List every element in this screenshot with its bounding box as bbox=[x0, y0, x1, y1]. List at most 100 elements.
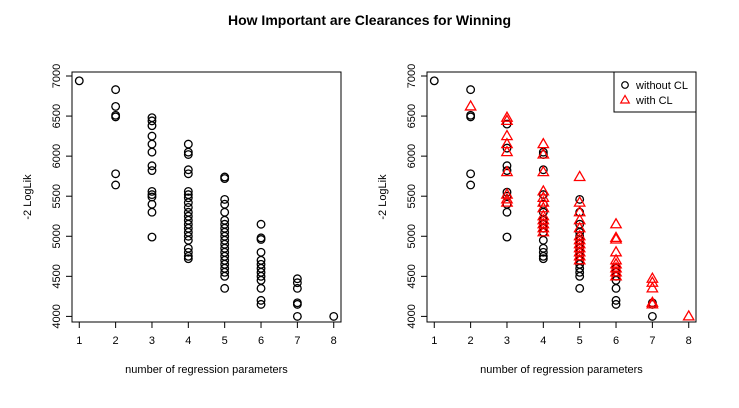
without-cl-point bbox=[538, 251, 548, 261]
x-axis-label: number of regression parameters bbox=[125, 364, 288, 376]
with-cl-point bbox=[536, 165, 550, 177]
with-cl-point bbox=[646, 297, 659, 309]
with-cl-point bbox=[536, 195, 550, 207]
data-point bbox=[183, 198, 193, 208]
with-cl-point bbox=[682, 309, 696, 321]
y-tick-label: 6000 bbox=[406, 144, 418, 168]
with-cl-point bbox=[646, 281, 659, 293]
y-tick-label: 7000 bbox=[51, 64, 63, 88]
data-point bbox=[147, 121, 157, 131]
x-tick-label: 2 bbox=[113, 335, 119, 347]
y-tick-label: 4500 bbox=[51, 264, 63, 288]
y-axis-label: -2 LogLik bbox=[22, 174, 34, 220]
without-cl-point bbox=[575, 267, 585, 277]
y-tick-label: 6000 bbox=[51, 144, 63, 168]
data-point bbox=[147, 232, 157, 242]
x-tick-label: 6 bbox=[258, 335, 264, 347]
data-point bbox=[256, 235, 266, 244]
legend: without CL with CL bbox=[613, 71, 697, 113]
with-cl-point bbox=[464, 99, 477, 111]
data-point bbox=[147, 116, 157, 126]
data-point bbox=[111, 180, 121, 190]
x-tick-label: 5 bbox=[577, 335, 583, 347]
data-point bbox=[292, 299, 302, 309]
legend-circle-icon bbox=[621, 81, 629, 89]
data-point bbox=[183, 231, 193, 241]
with-cl-point bbox=[609, 265, 623, 277]
y-tick-label: 5500 bbox=[51, 184, 63, 208]
without-cl-point bbox=[575, 283, 585, 293]
with-cl-point bbox=[500, 165, 514, 177]
y-tick-label: 4000 bbox=[406, 304, 418, 328]
right-panel: 1 2 3 4 5 6 7 8 4000 4500 5000 5500 6000 6500 7000 numb… bbox=[377, 64, 697, 376]
with-cl-point bbox=[609, 269, 623, 281]
data-point bbox=[220, 271, 230, 281]
with-cl-point bbox=[646, 295, 659, 307]
y-tick-label: 6500 bbox=[51, 104, 63, 128]
with-cl-point bbox=[536, 225, 550, 237]
without-cl-point bbox=[611, 295, 621, 305]
left-panel: 1 2 3 4 5 6 7 8 4000 4500 5000 5500 6000 6500 7000 numb… bbox=[22, 64, 342, 376]
with-cl-point bbox=[609, 231, 623, 243]
data-point bbox=[147, 161, 157, 171]
x-axis-label: number of regression parameters bbox=[480, 364, 643, 376]
y-tick-label: 6500 bbox=[406, 104, 418, 128]
x-tick-label: 8 bbox=[686, 335, 692, 347]
data-point bbox=[111, 102, 121, 111]
data-point bbox=[147, 207, 157, 217]
data-point bbox=[183, 193, 193, 203]
without-cl-point bbox=[466, 85, 476, 95]
data-point bbox=[183, 186, 193, 196]
data-point bbox=[147, 166, 157, 176]
x-tick-label: 8 bbox=[331, 335, 337, 347]
without-cl-point bbox=[611, 299, 621, 309]
data-point bbox=[256, 299, 266, 309]
legend-label: without CL bbox=[635, 80, 688, 92]
without-cl-point bbox=[502, 161, 512, 171]
y-tick-label: 7000 bbox=[406, 64, 418, 88]
x-tick-label: 4 bbox=[540, 335, 546, 347]
y-tick-label: 5000 bbox=[51, 224, 63, 248]
data-point bbox=[256, 271, 266, 281]
main-title: How Important are Clearances for Winning bbox=[228, 12, 511, 28]
without-cl-point bbox=[611, 283, 621, 293]
data-point bbox=[292, 311, 302, 321]
data-point bbox=[111, 169, 121, 179]
data-point bbox=[147, 186, 157, 196]
data-point bbox=[183, 251, 193, 261]
with-cl-point bbox=[500, 145, 514, 157]
data-point bbox=[183, 150, 193, 159]
without-cl-point bbox=[538, 247, 548, 257]
data-point bbox=[147, 147, 157, 157]
with-cl-point bbox=[500, 192, 514, 204]
without-cl-point bbox=[466, 169, 476, 179]
legend-triangle-icon bbox=[619, 94, 631, 104]
x-tick-label: 3 bbox=[149, 335, 155, 347]
data-point bbox=[147, 190, 157, 200]
data-point bbox=[256, 283, 266, 293]
with-cl-point bbox=[536, 184, 550, 196]
data-point bbox=[220, 267, 230, 277]
x-tick-label: 5 bbox=[222, 335, 228, 347]
data-point bbox=[220, 283, 230, 293]
data-point bbox=[220, 194, 230, 204]
without-cl-point bbox=[429, 76, 439, 86]
with-cl-point bbox=[500, 110, 514, 122]
without-cl-point bbox=[466, 180, 476, 190]
with-cl-point bbox=[646, 275, 659, 287]
plot-frame bbox=[426, 71, 697, 323]
y-tick-label: 4500 bbox=[406, 264, 418, 288]
with-cl-point bbox=[500, 195, 514, 207]
with-cl-point bbox=[573, 249, 587, 261]
without-cl-point bbox=[575, 194, 585, 204]
x-tick-label: 4 bbox=[185, 335, 191, 347]
y-axis-label: -2 LogLik bbox=[377, 174, 389, 220]
data-point bbox=[183, 169, 193, 179]
x-tick-label: 3 bbox=[504, 335, 510, 347]
data-point bbox=[256, 219, 266, 229]
data-point bbox=[74, 76, 84, 86]
data-point bbox=[111, 112, 121, 122]
y-tick-label: 4000 bbox=[51, 304, 63, 328]
